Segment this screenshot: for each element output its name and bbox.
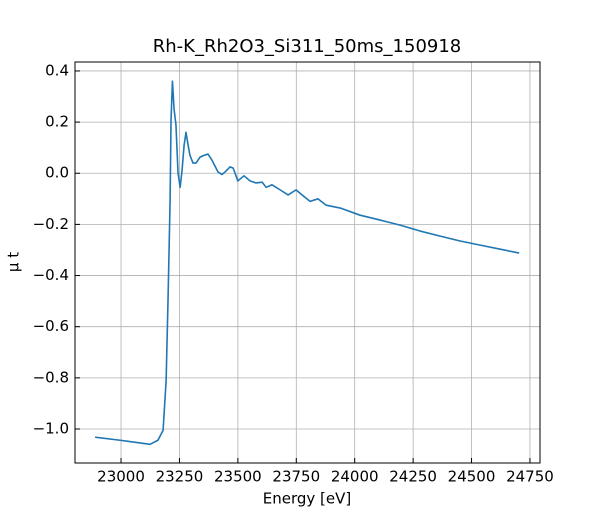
chart-title: Rh-K_Rh2O3_Si311_50ms_150918 (153, 36, 462, 57)
x-tick-label: 24250 (389, 468, 437, 486)
x-axis-label: Energy [eV] (263, 490, 351, 508)
y-axis-label: μ t (5, 252, 23, 272)
y-tick-label: −0.4 (33, 266, 69, 284)
data-line (95, 80, 520, 446)
y-tick-label: −0.2 (33, 215, 69, 233)
x-tick-label: 23500 (214, 468, 262, 486)
y-tick-label: 0.0 (45, 164, 69, 182)
x-tick-label: 24750 (506, 468, 554, 486)
y-tick-label: −0.8 (33, 368, 69, 386)
x-tick-label: 24000 (331, 468, 379, 486)
y-tick-label: −0.6 (33, 317, 69, 335)
x-tick-label: 23750 (272, 468, 320, 486)
x-tick-label: 23250 (156, 468, 204, 486)
x-tick-label: 23000 (97, 468, 145, 486)
y-tick-label: 0.4 (45, 61, 69, 79)
y-tick-label: −1.0 (33, 419, 69, 437)
x-tick-label: 24500 (448, 468, 496, 486)
y-tick-label: 0.2 (45, 113, 69, 131)
plot-frame (74, 61, 541, 464)
